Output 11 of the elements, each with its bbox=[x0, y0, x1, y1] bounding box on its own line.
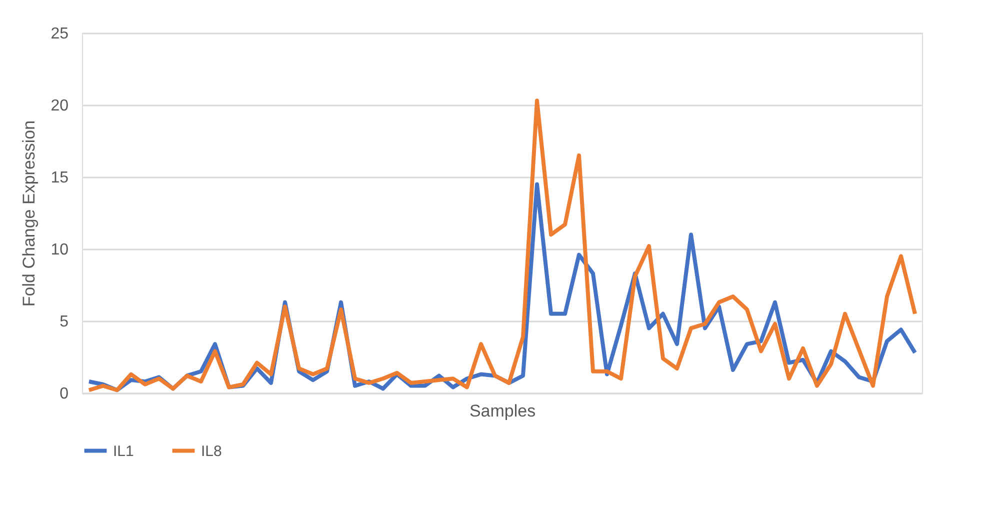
y-tick-label: 0 bbox=[60, 386, 69, 402]
x-axis-title: Samples bbox=[469, 402, 536, 420]
y-tick-label: 10 bbox=[50, 242, 69, 258]
y-tick-label: 25 bbox=[50, 26, 69, 42]
y-tick-label: 20 bbox=[50, 98, 69, 114]
legend-label: IL8 bbox=[201, 442, 222, 460]
line-series bbox=[87, 98, 917, 392]
legend-label: IL1 bbox=[113, 442, 134, 460]
y-tick-label: 15 bbox=[50, 170, 69, 186]
y-tick-label: 5 bbox=[60, 314, 69, 330]
y-axis-title: Fold Change Expression bbox=[20, 120, 39, 307]
